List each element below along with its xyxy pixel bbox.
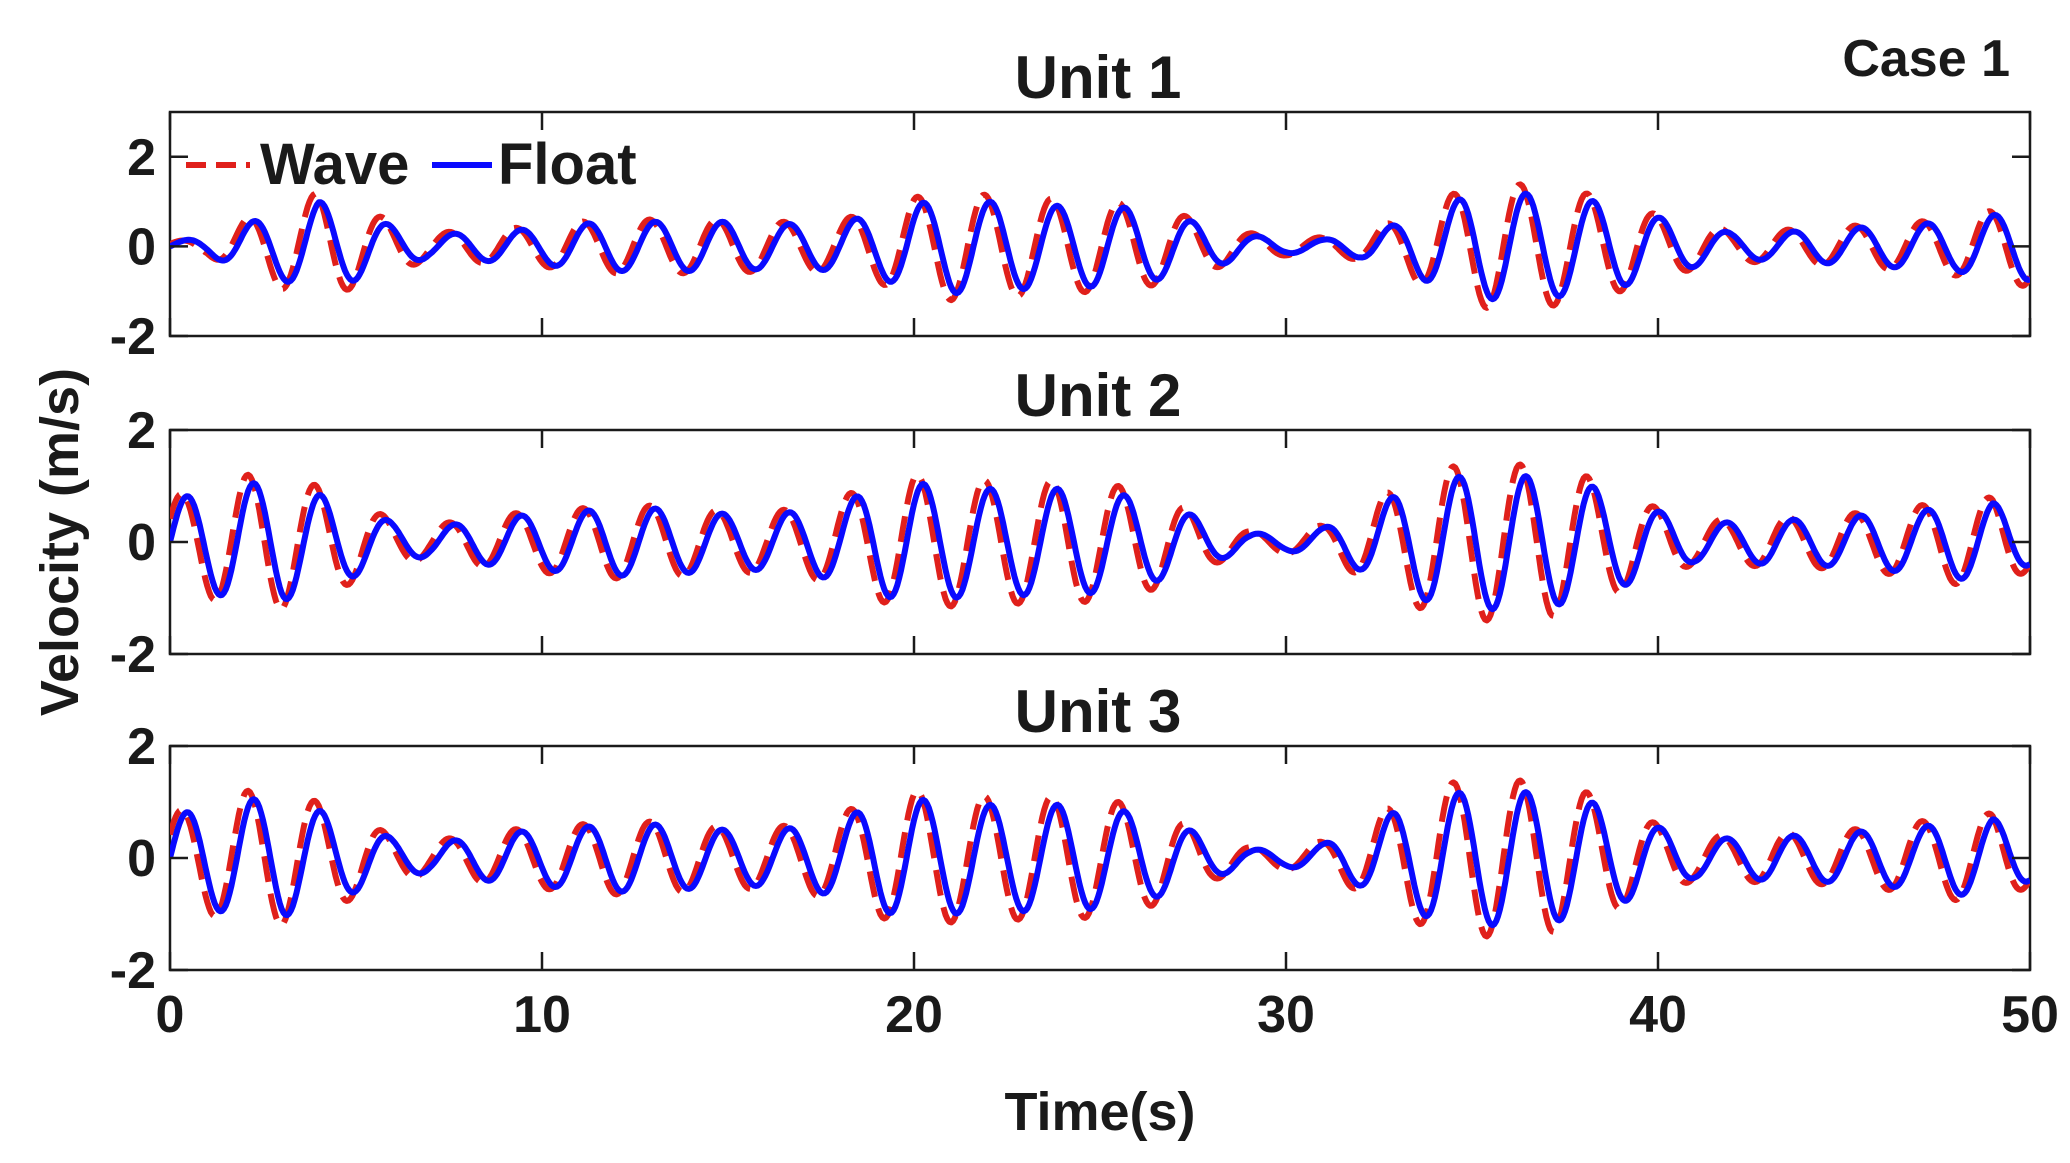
panel-title: Unit 2 xyxy=(1015,362,1182,429)
panel-title: Unit 3 xyxy=(1015,678,1182,745)
x-tick-label: 0 xyxy=(156,986,185,1044)
y-axis-label: Velocity (m/s) xyxy=(30,368,90,716)
plot-frame xyxy=(168,744,2032,972)
y-tick-label: 0 xyxy=(127,218,156,276)
y-tick-label: -2 xyxy=(110,308,156,366)
y-tick-label: 0 xyxy=(127,830,156,888)
plot-frame xyxy=(168,428,2032,656)
x-tick-label: 10 xyxy=(513,986,571,1044)
y-tick-label: 2 xyxy=(127,129,156,187)
legend-label-float: Float xyxy=(498,132,637,197)
case-label: Case 1 xyxy=(1842,30,2010,88)
x-tick-label: 30 xyxy=(1257,986,1315,1044)
y-tick-label: -2 xyxy=(110,942,156,1000)
series-line-float xyxy=(170,473,2030,613)
panel-title: Unit 1 xyxy=(1015,44,1182,111)
y-tick-label: -2 xyxy=(110,626,156,684)
legend-label-wave: Wave xyxy=(260,132,409,197)
legend: Wave Float xyxy=(186,132,637,197)
x-tick-label: 20 xyxy=(885,986,943,1044)
y-tick-label: 2 xyxy=(127,402,156,460)
series-line-float xyxy=(170,789,2030,929)
panel-unit-1: -2 0 2 Unit 1 xyxy=(110,44,2032,366)
y-tick-label: 0 xyxy=(127,514,156,572)
series-line-wave xyxy=(170,777,2030,940)
series-line-wave xyxy=(170,181,2030,311)
x-tick-label: 40 xyxy=(1629,986,1687,1044)
series-line-float xyxy=(170,190,2030,303)
y-tick-label: 2 xyxy=(127,718,156,776)
plot-frame xyxy=(168,110,2032,338)
series-line-wave xyxy=(170,461,2030,624)
x-tick-label: 50 xyxy=(2001,986,2059,1044)
panel-unit-2: -2 0 2 Unit 2 xyxy=(110,362,2032,684)
x-axis-label: Time(s) xyxy=(1004,1082,1195,1142)
